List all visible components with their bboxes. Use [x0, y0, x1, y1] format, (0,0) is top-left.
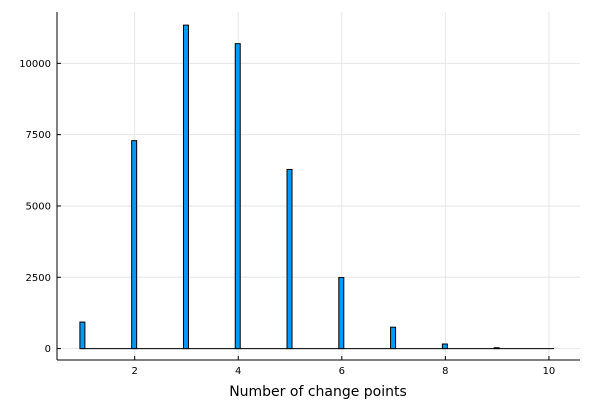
bar: [234, 43, 241, 350]
x-tick-label: 8: [442, 366, 448, 377]
bar: [390, 326, 397, 350]
ticks: 2 4 6 8 10 0 2500 5000 7500 10000: [19, 59, 555, 377]
x-tick-label: 2: [131, 366, 137, 377]
y-tick-label: 10000: [19, 59, 51, 70]
bar: [493, 347, 500, 350]
x-tick-label: 10: [543, 366, 556, 377]
bar: [182, 24, 189, 350]
y-tick-label: 0: [45, 344, 51, 355]
y-tick-label: 7500: [26, 130, 51, 141]
y-tick-label: 5000: [26, 201, 51, 212]
bar: [286, 168, 293, 350]
bar: [131, 140, 138, 350]
bar: [338, 277, 345, 350]
bar: [79, 321, 86, 350]
x-axis-title: Number of change points: [229, 384, 407, 400]
bars: [79, 24, 500, 350]
axes: [56, 12, 580, 361]
bar: [441, 343, 448, 350]
x-tick-label: 4: [235, 366, 241, 377]
x-tick-label: 6: [339, 366, 345, 377]
y-tick-label: 2500: [26, 273, 51, 284]
